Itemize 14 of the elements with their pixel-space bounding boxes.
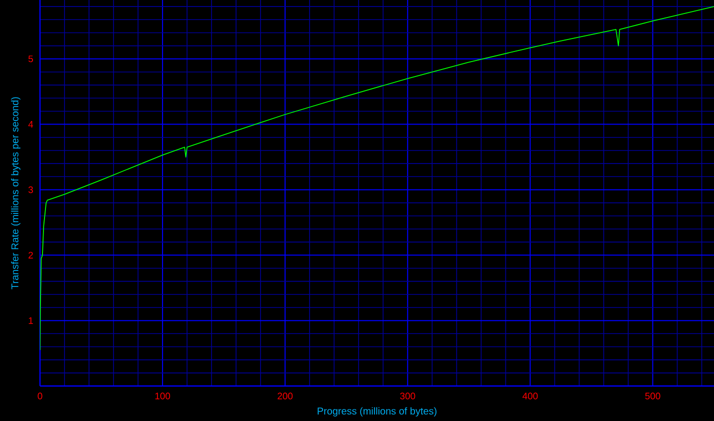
y-tick-label: 3 — [28, 186, 33, 194]
x-tick-label: 300 — [400, 392, 416, 400]
y-axis-title: Transfer Rate (millions of bytes per second) — [11, 97, 20, 290]
x-tick-label: 500 — [645, 392, 660, 400]
x-tick-label: 200 — [278, 392, 293, 400]
x-tick-label: 400 — [522, 392, 538, 400]
y-tick-label: 5 — [28, 56, 33, 62]
x-axis-title: Progress (millions of bytes) — [318, 407, 436, 416]
y-tick-label: 4 — [28, 121, 34, 128]
y-tick-label: 1 — [28, 317, 33, 324]
y-tick-label: 2 — [28, 252, 33, 258]
line-series — [40, 6, 714, 350]
x-tick-label: 100 — [155, 392, 170, 400]
x-tick-label: 0 — [38, 392, 42, 400]
